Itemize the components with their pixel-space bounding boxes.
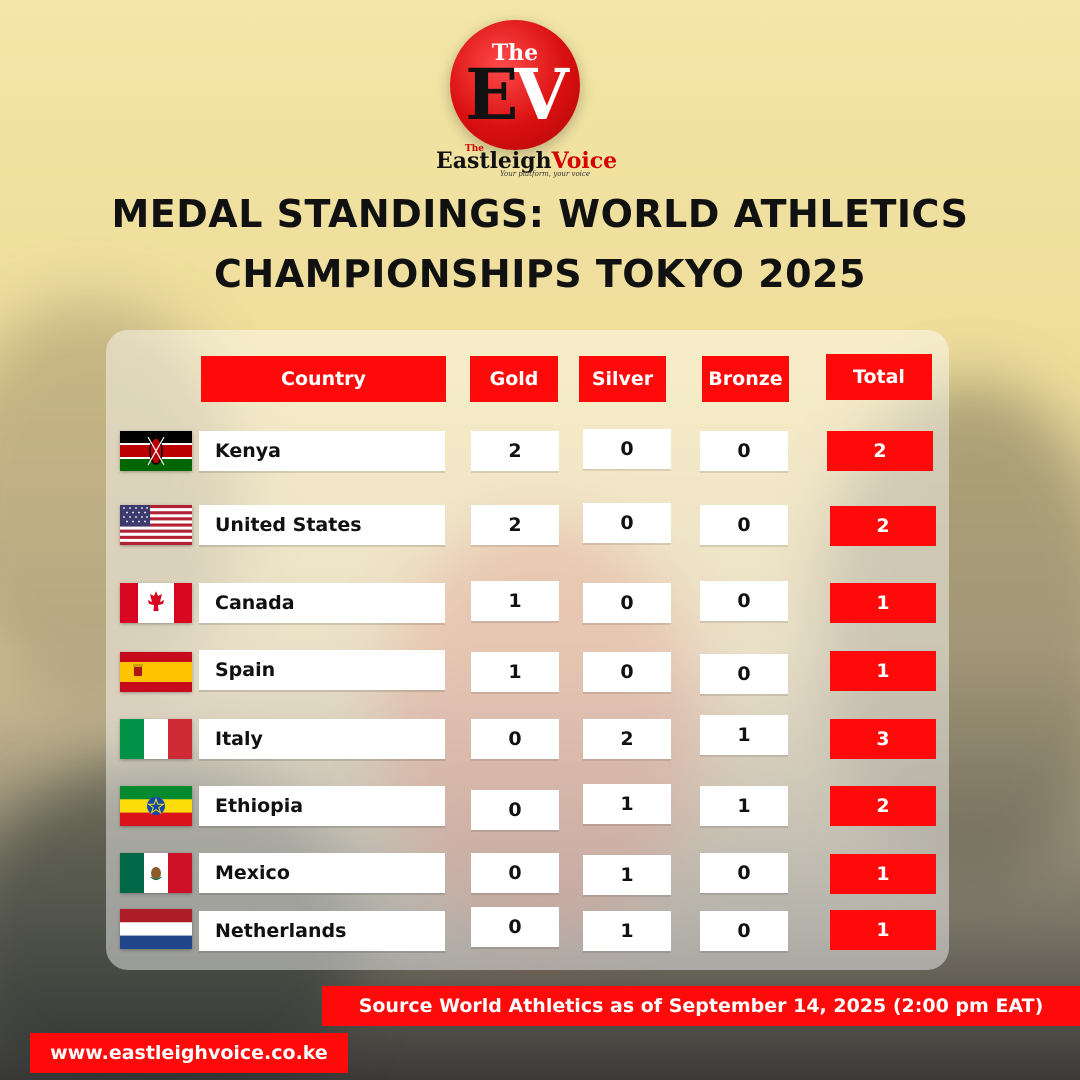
total-count: 2 [830, 786, 936, 826]
header-bronze: Bronze [702, 356, 789, 402]
table-row: United States 2 0 0 2 [0, 503, 1080, 547]
silver-count: 1 [583, 855, 671, 895]
table-row: Ethiopia 0 1 1 2 [0, 784, 1080, 830]
website-link[interactable]: www.eastleighvoice.co.ke [30, 1033, 348, 1073]
table-row: Spain 1 0 0 1 [0, 650, 1080, 694]
gold-count: 2 [471, 431, 559, 471]
total-count: 1 [830, 651, 936, 691]
bronze-count: 0 [700, 581, 788, 621]
gold-count: 1 [471, 581, 559, 621]
table-row: Netherlands 0 1 0 1 [0, 907, 1080, 951]
source-note: Source World Athletics as of September 1… [322, 986, 1080, 1026]
eastleigh-voice-logo: The EV [450, 20, 580, 150]
bronze-count: 0 [700, 505, 788, 545]
silver-count: 0 [583, 503, 671, 543]
bronze-count: 0 [700, 654, 788, 694]
gold-count: 1 [471, 652, 559, 692]
kenya-flag [120, 431, 192, 471]
silver-count: 0 [583, 583, 671, 623]
country-name: Netherlands [199, 911, 445, 951]
total-count: 1 [830, 910, 936, 950]
logo-the-text: The [491, 40, 539, 66]
silver-count: 0 [583, 429, 671, 469]
header-country: Country [201, 356, 446, 402]
background-blur [0, 300, 240, 700]
bronze-count: 1 [700, 715, 788, 755]
bronze-count: 0 [700, 911, 788, 951]
spain-flag [120, 652, 192, 692]
country-name: Spain [199, 650, 445, 690]
table-row: Canada 1 0 0 1 [0, 581, 1080, 625]
country-name: Italy [199, 719, 445, 759]
page-title-line1: MEDAL STANDINGS: WORLD ATHLETICS [111, 192, 969, 236]
gold-count: 0 [471, 907, 559, 947]
bronze-count: 1 [700, 786, 788, 826]
header-total: Total [826, 354, 932, 400]
bronze-count: 0 [700, 431, 788, 471]
country-name: Canada [199, 583, 445, 623]
header-gold: Gold [470, 356, 558, 402]
silver-count: 1 [583, 784, 671, 824]
silver-count: 2 [583, 719, 671, 759]
logo-ev-text: EV [450, 60, 580, 130]
usa-flag [120, 505, 192, 545]
table-row: Mexico 0 1 0 1 [0, 853, 1080, 895]
country-name: United States [199, 505, 445, 545]
brand-name-part2: Voice [551, 148, 618, 174]
country-name: Kenya [199, 431, 445, 471]
silver-count: 0 [583, 652, 671, 692]
country-name: Mexico [199, 853, 445, 893]
gold-count: 0 [471, 790, 559, 830]
logo-e: E [465, 53, 518, 136]
gold-count: 2 [471, 505, 559, 545]
gold-count: 0 [471, 719, 559, 759]
gold-count: 0 [471, 853, 559, 893]
total-count: 1 [830, 854, 936, 894]
table-row: Italy 0 2 1 3 [0, 715, 1080, 761]
ethiopia-flag [120, 786, 192, 826]
total-count: 1 [830, 583, 936, 623]
brand-name: EastleighVoice [436, 148, 618, 174]
total-count: 2 [827, 431, 933, 471]
italy-flag [120, 719, 192, 759]
silver-count: 1 [583, 911, 671, 951]
brand-name-part1: Eastleigh [436, 148, 552, 174]
brand-the: The [465, 144, 484, 154]
bronze-count: 0 [700, 853, 788, 893]
table-row: Kenya 2 0 0 2 [0, 429, 1080, 473]
total-count: 3 [830, 719, 936, 759]
total-count: 2 [830, 506, 936, 546]
mexico-flag [120, 853, 192, 893]
brand-tagline: Your platform, your voice [500, 170, 590, 178]
header-silver: Silver [579, 356, 666, 402]
netherlands-flag [120, 909, 192, 949]
logo-v: V [514, 53, 569, 136]
canada-flag [120, 583, 192, 623]
country-name: Ethiopia [199, 786, 445, 826]
page-title-line2: CHAMPIONSHIPS TOKYO 2025 [214, 252, 866, 296]
